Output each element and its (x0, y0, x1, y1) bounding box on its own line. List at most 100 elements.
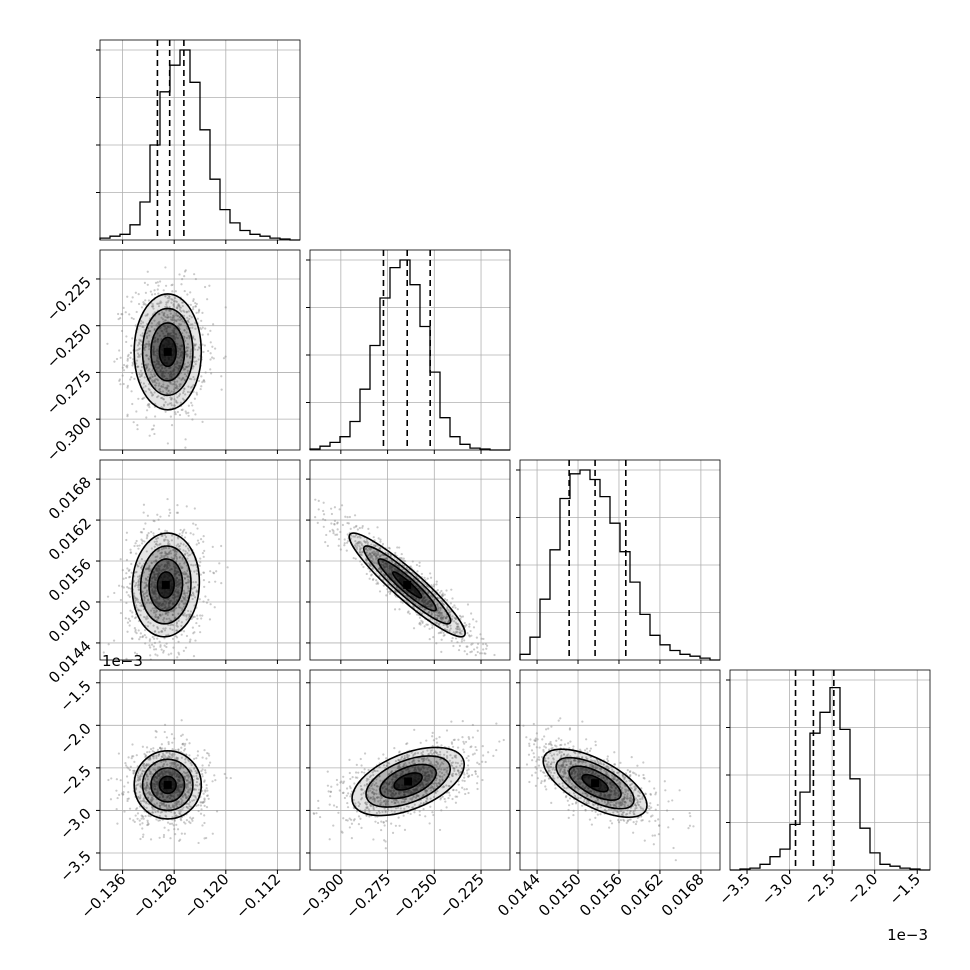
scatter-point (125, 531, 129, 534)
scatter-point (183, 329, 186, 332)
scatter-point (212, 357, 215, 360)
scatter-point (182, 613, 185, 616)
scatter-point (399, 589, 402, 593)
scatter-point (174, 791, 177, 794)
scatter-point (358, 551, 361, 554)
scatter-point (181, 376, 185, 380)
scatter-point (148, 347, 151, 351)
scatter-point (161, 367, 164, 370)
scatter-point (173, 805, 176, 808)
scatter-point (159, 747, 162, 750)
scatter-point (377, 567, 380, 571)
scatter-point (192, 409, 195, 412)
scatter-point (173, 363, 176, 366)
scatter-point (164, 371, 167, 374)
scatter-point (155, 559, 158, 562)
scatter-point (168, 305, 171, 309)
scatter-point (167, 333, 170, 336)
scatter-point (172, 623, 175, 627)
scatter-point (207, 797, 210, 800)
scatter-point (365, 559, 368, 562)
scatter-point (461, 615, 465, 618)
scatter-point (136, 544, 139, 547)
scatter-point (349, 787, 352, 790)
scatter-point (185, 331, 188, 334)
scatter-point (158, 819, 162, 822)
scatter-point (422, 601, 425, 604)
scatter-point (468, 623, 471, 626)
scatter-point (427, 601, 430, 604)
scatter-point (125, 657, 128, 660)
scatter-point (175, 577, 178, 580)
scatter-point (166, 770, 169, 773)
scatter-point (159, 300, 162, 303)
scatter-point (139, 785, 142, 789)
scatter-point (200, 770, 203, 773)
scatter-point (165, 736, 169, 739)
scatter-point (450, 588, 453, 591)
scatter-point (160, 372, 163, 376)
scatter-point (137, 584, 141, 587)
scatter-point (178, 316, 182, 319)
scatter-point (201, 801, 204, 804)
scatter-point (174, 763, 177, 766)
scatter-point (338, 508, 341, 511)
scatter-point (173, 368, 176, 371)
scatter-point (174, 761, 178, 764)
scatter-point (386, 800, 390, 803)
scatter-point (184, 761, 187, 764)
scatter-point (177, 570, 180, 573)
scatter-point (173, 828, 176, 831)
scatter-point (147, 358, 151, 361)
scatter-point (196, 539, 200, 542)
scatter-point (451, 615, 454, 618)
scatter-point (173, 574, 176, 577)
scatter-point (151, 589, 154, 592)
scatter-point (162, 332, 165, 335)
scatter-point (222, 357, 226, 360)
scatter-point (199, 812, 203, 815)
scatter-point (172, 562, 175, 565)
scatter-point (196, 617, 199, 620)
scatter-point (370, 543, 373, 546)
scatter-point (342, 780, 346, 783)
scatter-point (164, 377, 168, 381)
scatter-point (372, 544, 376, 547)
contour-line-3 (133, 293, 203, 411)
scatter-point (136, 608, 140, 611)
scatter-point (165, 751, 168, 754)
scatter-point (170, 398, 173, 401)
scatter-point (379, 547, 382, 550)
scatter-point (115, 357, 119, 361)
scatter-point (122, 382, 125, 386)
scatter-point (146, 783, 149, 787)
scatter-point (179, 578, 182, 582)
scatter-point (337, 538, 341, 541)
scatter-point (443, 753, 446, 756)
scatter-point (168, 543, 171, 546)
scatter-point (137, 579, 140, 583)
scatter-point (404, 559, 407, 563)
pair-panel-3-0 (96, 669, 301, 874)
scatter-point (436, 614, 439, 617)
scatter-point (157, 605, 160, 608)
scatter-point (168, 402, 171, 405)
scatter-point (187, 575, 190, 578)
scatter-point (360, 554, 363, 557)
scatter-point (380, 563, 383, 566)
scatter-point (137, 783, 140, 786)
scatter-point (185, 634, 189, 638)
scatter-point (334, 533, 337, 536)
scatter-point (385, 564, 388, 567)
scatter-point (169, 415, 172, 418)
scatter-point (209, 341, 212, 344)
scatter-point (153, 360, 156, 364)
scatter-point (214, 779, 217, 782)
scatter-point (210, 372, 213, 375)
scatter-point (161, 765, 164, 768)
scatter-point (187, 578, 190, 581)
scatter-point (174, 814, 178, 817)
scatter-point (156, 602, 159, 606)
scatter-point (178, 775, 182, 778)
scatter-point (156, 777, 159, 780)
